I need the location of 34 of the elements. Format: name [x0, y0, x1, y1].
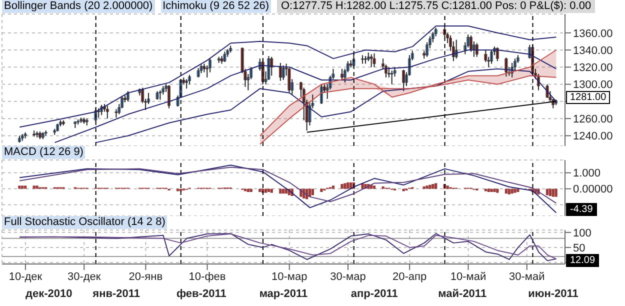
y-tick-label: 1360.00 — [573, 28, 613, 40]
chart-subtitle: Ichimoku (9 26 52 26) — [160, 0, 271, 13]
text: O:1277.75 H:1282.00 L:1275.75 C:1281.00 Pos: 0 P&L($): 0.00 — [277, 0, 596, 13]
chart-title: Bollinger Bands (20 2.000000) — [2, 0, 155, 13]
y-tick-label: 1260.00 — [573, 113, 613, 126]
x-tick-label: 20-янв — [128, 270, 163, 283]
y-tick-label: 1240.00 — [573, 130, 613, 143]
y-tick-label: 100 — [573, 227, 592, 240]
y-tick-label: 1320.00 — [573, 62, 613, 74]
chart-title: MACD (12 26 9) — [2, 146, 86, 159]
x-tick-label: 30-дек — [67, 270, 101, 283]
text: 12.09 — [566, 254, 600, 267]
x2-tick-label: янв-2011 — [92, 288, 140, 300]
x-tick-label: 30-май — [509, 270, 545, 283]
text: -4.39 — [566, 202, 597, 216]
x-tick-label: 10-май — [450, 270, 486, 283]
x-tick-label: 30-мар — [330, 270, 366, 283]
y-tick-label: 0.00000 — [573, 184, 613, 196]
y-tick-label: 50 — [573, 242, 586, 254]
x-tick-label: 20-апр — [392, 270, 427, 283]
x2-tick-label: май-2011 — [438, 288, 487, 300]
y-tick-label: 1.000 — [573, 168, 601, 180]
x-tick-label: 10-фев — [188, 270, 226, 283]
x2-tick-label: мар-2011 — [259, 288, 308, 300]
x2-tick-label: дек-2010 — [26, 288, 72, 300]
x2-tick-label: фев-2011 — [176, 288, 226, 300]
chart-title: Full Stochastic Oscillator (14 2 8) — [2, 216, 168, 229]
text: 1281.00 — [566, 90, 610, 104]
x2-tick-label: июн-2011 — [528, 288, 578, 300]
x2-tick-label: апр-2011 — [350, 288, 398, 300]
y-tick-label: 1340.00 — [573, 44, 613, 57]
x-tick-label: 10-дек — [8, 270, 42, 283]
y-tick-label: 1300.00 — [573, 79, 613, 92]
x-tick-label: 10-мар — [272, 270, 308, 283]
